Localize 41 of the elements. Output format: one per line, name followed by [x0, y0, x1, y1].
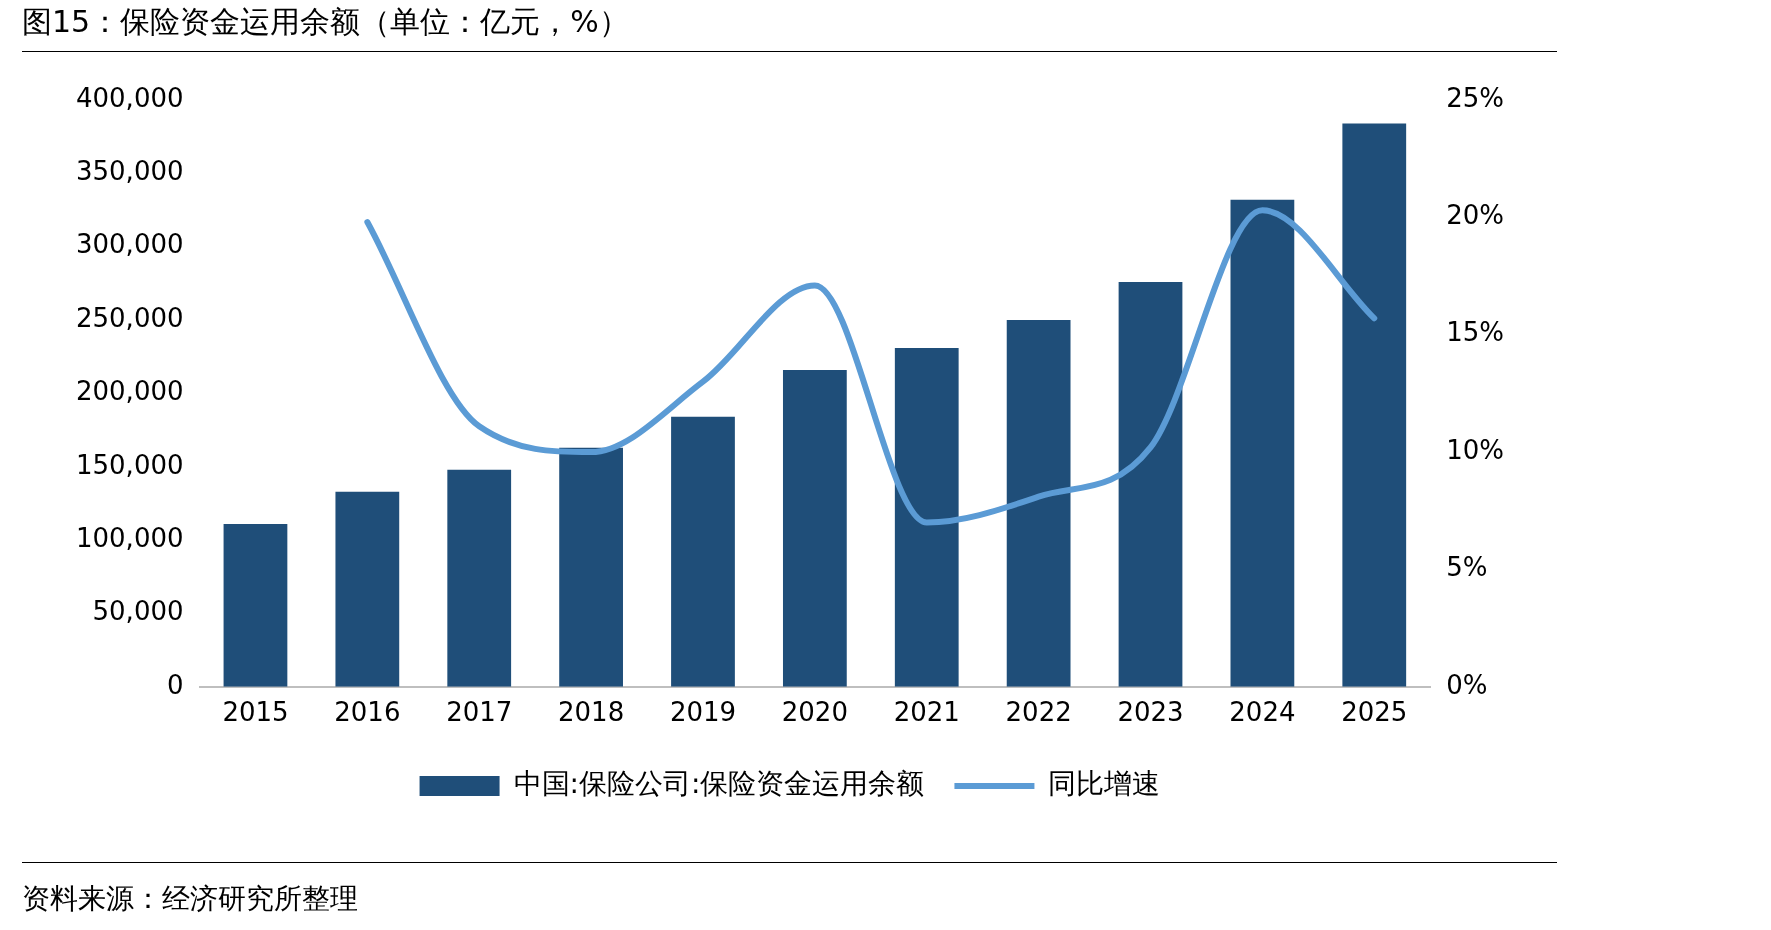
y2-tick-label: 10% [1446, 434, 1505, 465]
x-tick-label: 2017 [446, 697, 513, 728]
bar [559, 447, 623, 687]
y-tick-label: 400,000 [75, 82, 184, 113]
bar [335, 491, 400, 687]
bar [447, 469, 512, 687]
y2-tick-label: 25% [1446, 82, 1505, 113]
y-tick-label: 200,000 [75, 376, 184, 407]
y-tick-label: 150,000 [75, 449, 184, 480]
x-tick-label: 2015 [222, 697, 289, 728]
y-tick-label: 100,000 [75, 522, 184, 553]
x-tick-label: 2025 [1341, 697, 1408, 728]
x-tick-label: 2016 [334, 697, 401, 728]
y-tick-label: 250,000 [75, 302, 184, 333]
x-tick-label: 2024 [1229, 697, 1296, 728]
x-tick-label: 2023 [1117, 697, 1184, 728]
bar [1118, 281, 1183, 687]
x-tick-label: 2021 [893, 697, 960, 728]
bar [1230, 199, 1295, 687]
x-tick-label: 2022 [1005, 697, 1072, 728]
bar [671, 416, 735, 687]
bar [1342, 123, 1407, 687]
y2-tick-label: 0% [1446, 669, 1488, 700]
y-tick-label: 350,000 [75, 156, 184, 187]
y2-tick-label: 20% [1446, 200, 1505, 231]
text: 资料来源：经济研究所整理 [22, 881, 358, 917]
x-tick-label: 2020 [781, 697, 848, 728]
legend-label: 中国:保险公司:保险资金运用余额 [513, 767, 925, 801]
y-tick-label: 300,000 [75, 229, 184, 260]
x-tick-label: 2019 [669, 697, 737, 728]
x-tick-label: 2018 [558, 697, 625, 728]
bar [1006, 320, 1071, 687]
bar [223, 523, 288, 687]
y-tick-label: 0 [166, 669, 184, 700]
bar [782, 369, 847, 687]
y-tick-label: 50,000 [92, 596, 184, 627]
y2-tick-label: 5% [1446, 552, 1488, 583]
legend-label: 同比增速 [1048, 767, 1161, 801]
chart-title: 图15：保险资金运用余额（单位：亿元，%） [22, 3, 629, 41]
y2-tick-label: 15% [1446, 317, 1505, 348]
bar [894, 347, 959, 687]
